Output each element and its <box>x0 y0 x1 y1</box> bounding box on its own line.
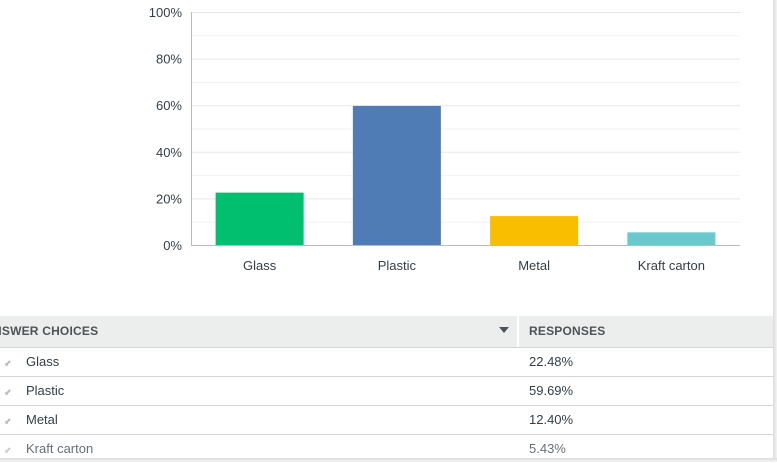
expand-icon[interactable]: ⬋ <box>4 358 12 368</box>
x-tick-label: Glass <box>243 258 277 273</box>
header-divider <box>517 316 519 347</box>
bar-plastic <box>352 105 441 245</box>
y-tick-label: 20% <box>156 191 182 206</box>
choice-label: Plastic <box>26 383 65 398</box>
response-value: 5.43% <box>529 441 566 456</box>
table-row[interactable]: ⬋ Metal 12.40% <box>0 406 773 435</box>
frame-shadow-right <box>773 0 777 462</box>
table-header: NSWER CHOICES RESPONSES <box>0 316 773 348</box>
expand-icon[interactable]: ⬋ <box>4 387 12 397</box>
table-row[interactable]: ⬋ Kraft carton 5.43% <box>0 435 773 463</box>
y-tick-label: 60% <box>156 98 182 113</box>
choice-label: Kraft carton <box>26 441 94 456</box>
response-value: 22.48% <box>529 354 574 369</box>
y-tick-label: 40% <box>156 145 182 160</box>
table-row[interactable]: ⬋ Glass 22.48% <box>0 348 773 377</box>
response-value: 59.69% <box>529 383 574 398</box>
expand-icon[interactable]: ⬋ <box>4 445 12 455</box>
response-value: 12.40% <box>529 412 574 427</box>
header-answer-choices[interactable]: NSWER CHOICES <box>0 324 99 338</box>
bar-chart: 0% 20% 40% 60% 80% 100% Glass Plastic Metal Kraft… <box>149 5 740 273</box>
x-tick-label: Kraft carton <box>638 258 705 273</box>
bar-metal <box>490 216 579 245</box>
table-row[interactable]: ⬋ Plastic 59.69% <box>0 377 773 406</box>
y-tick-label: 100% <box>149 5 183 20</box>
x-tick-label: Plastic <box>378 258 417 273</box>
sort-down-icon[interactable] <box>499 327 509 333</box>
y-tick-label: 0% <box>163 238 182 253</box>
expand-icon[interactable]: ⬋ <box>4 416 12 426</box>
bar-glass <box>215 192 304 245</box>
y-tick-label: 80% <box>156 52 182 67</box>
x-tick-label: Metal <box>518 258 550 273</box>
header-responses[interactable]: RESPONSES <box>529 324 606 338</box>
choice-label: Metal <box>26 412 58 427</box>
choice-label: Glass <box>26 354 60 369</box>
responses-table: NSWER CHOICES RESPONSES ⬋ Glass 22.48% ⬋… <box>0 316 773 463</box>
bar-kraft-carton <box>627 232 716 245</box>
frame-shadow-bottom <box>0 458 777 462</box>
